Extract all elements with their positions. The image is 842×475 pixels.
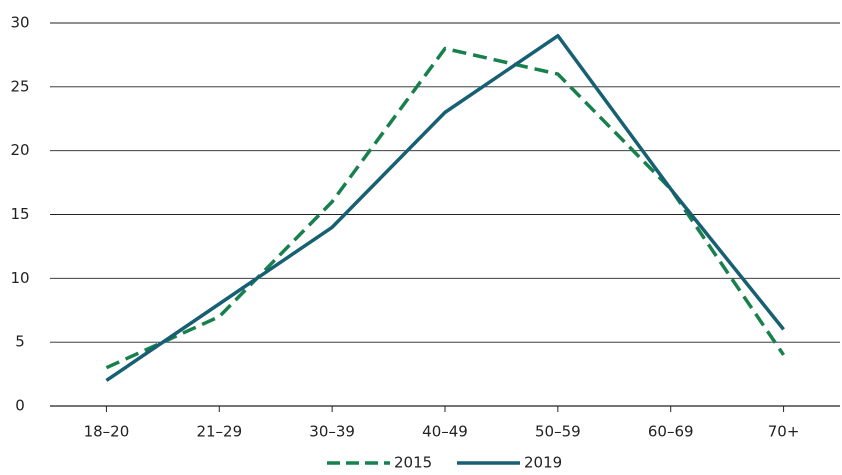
y-tick-label: 30: [10, 14, 29, 32]
x-tick-label: 18–20: [84, 423, 130, 441]
x-tick-label: 40–49: [422, 423, 468, 441]
y-tick-label: 15: [10, 205, 29, 223]
y-tick-label: 20: [10, 141, 29, 159]
x-tick-label: 30–39: [309, 423, 355, 441]
series-line: [105, 34, 785, 382]
y-tick-label: 0: [15, 397, 25, 415]
x-tick-label: 50–59: [535, 423, 581, 441]
x-tick-label: 60–69: [648, 423, 694, 441]
y-tick-label: 5: [15, 333, 25, 351]
x-tick-label: 70+: [768, 423, 800, 441]
y-tick-label: 10: [10, 269, 29, 287]
legend-label: 2019: [524, 454, 562, 472]
series-line: [105, 46, 786, 370]
y-tick-label: 25: [10, 77, 29, 95]
legend-label: 2015: [394, 454, 432, 472]
x-tick-label: 21–29: [196, 423, 242, 441]
